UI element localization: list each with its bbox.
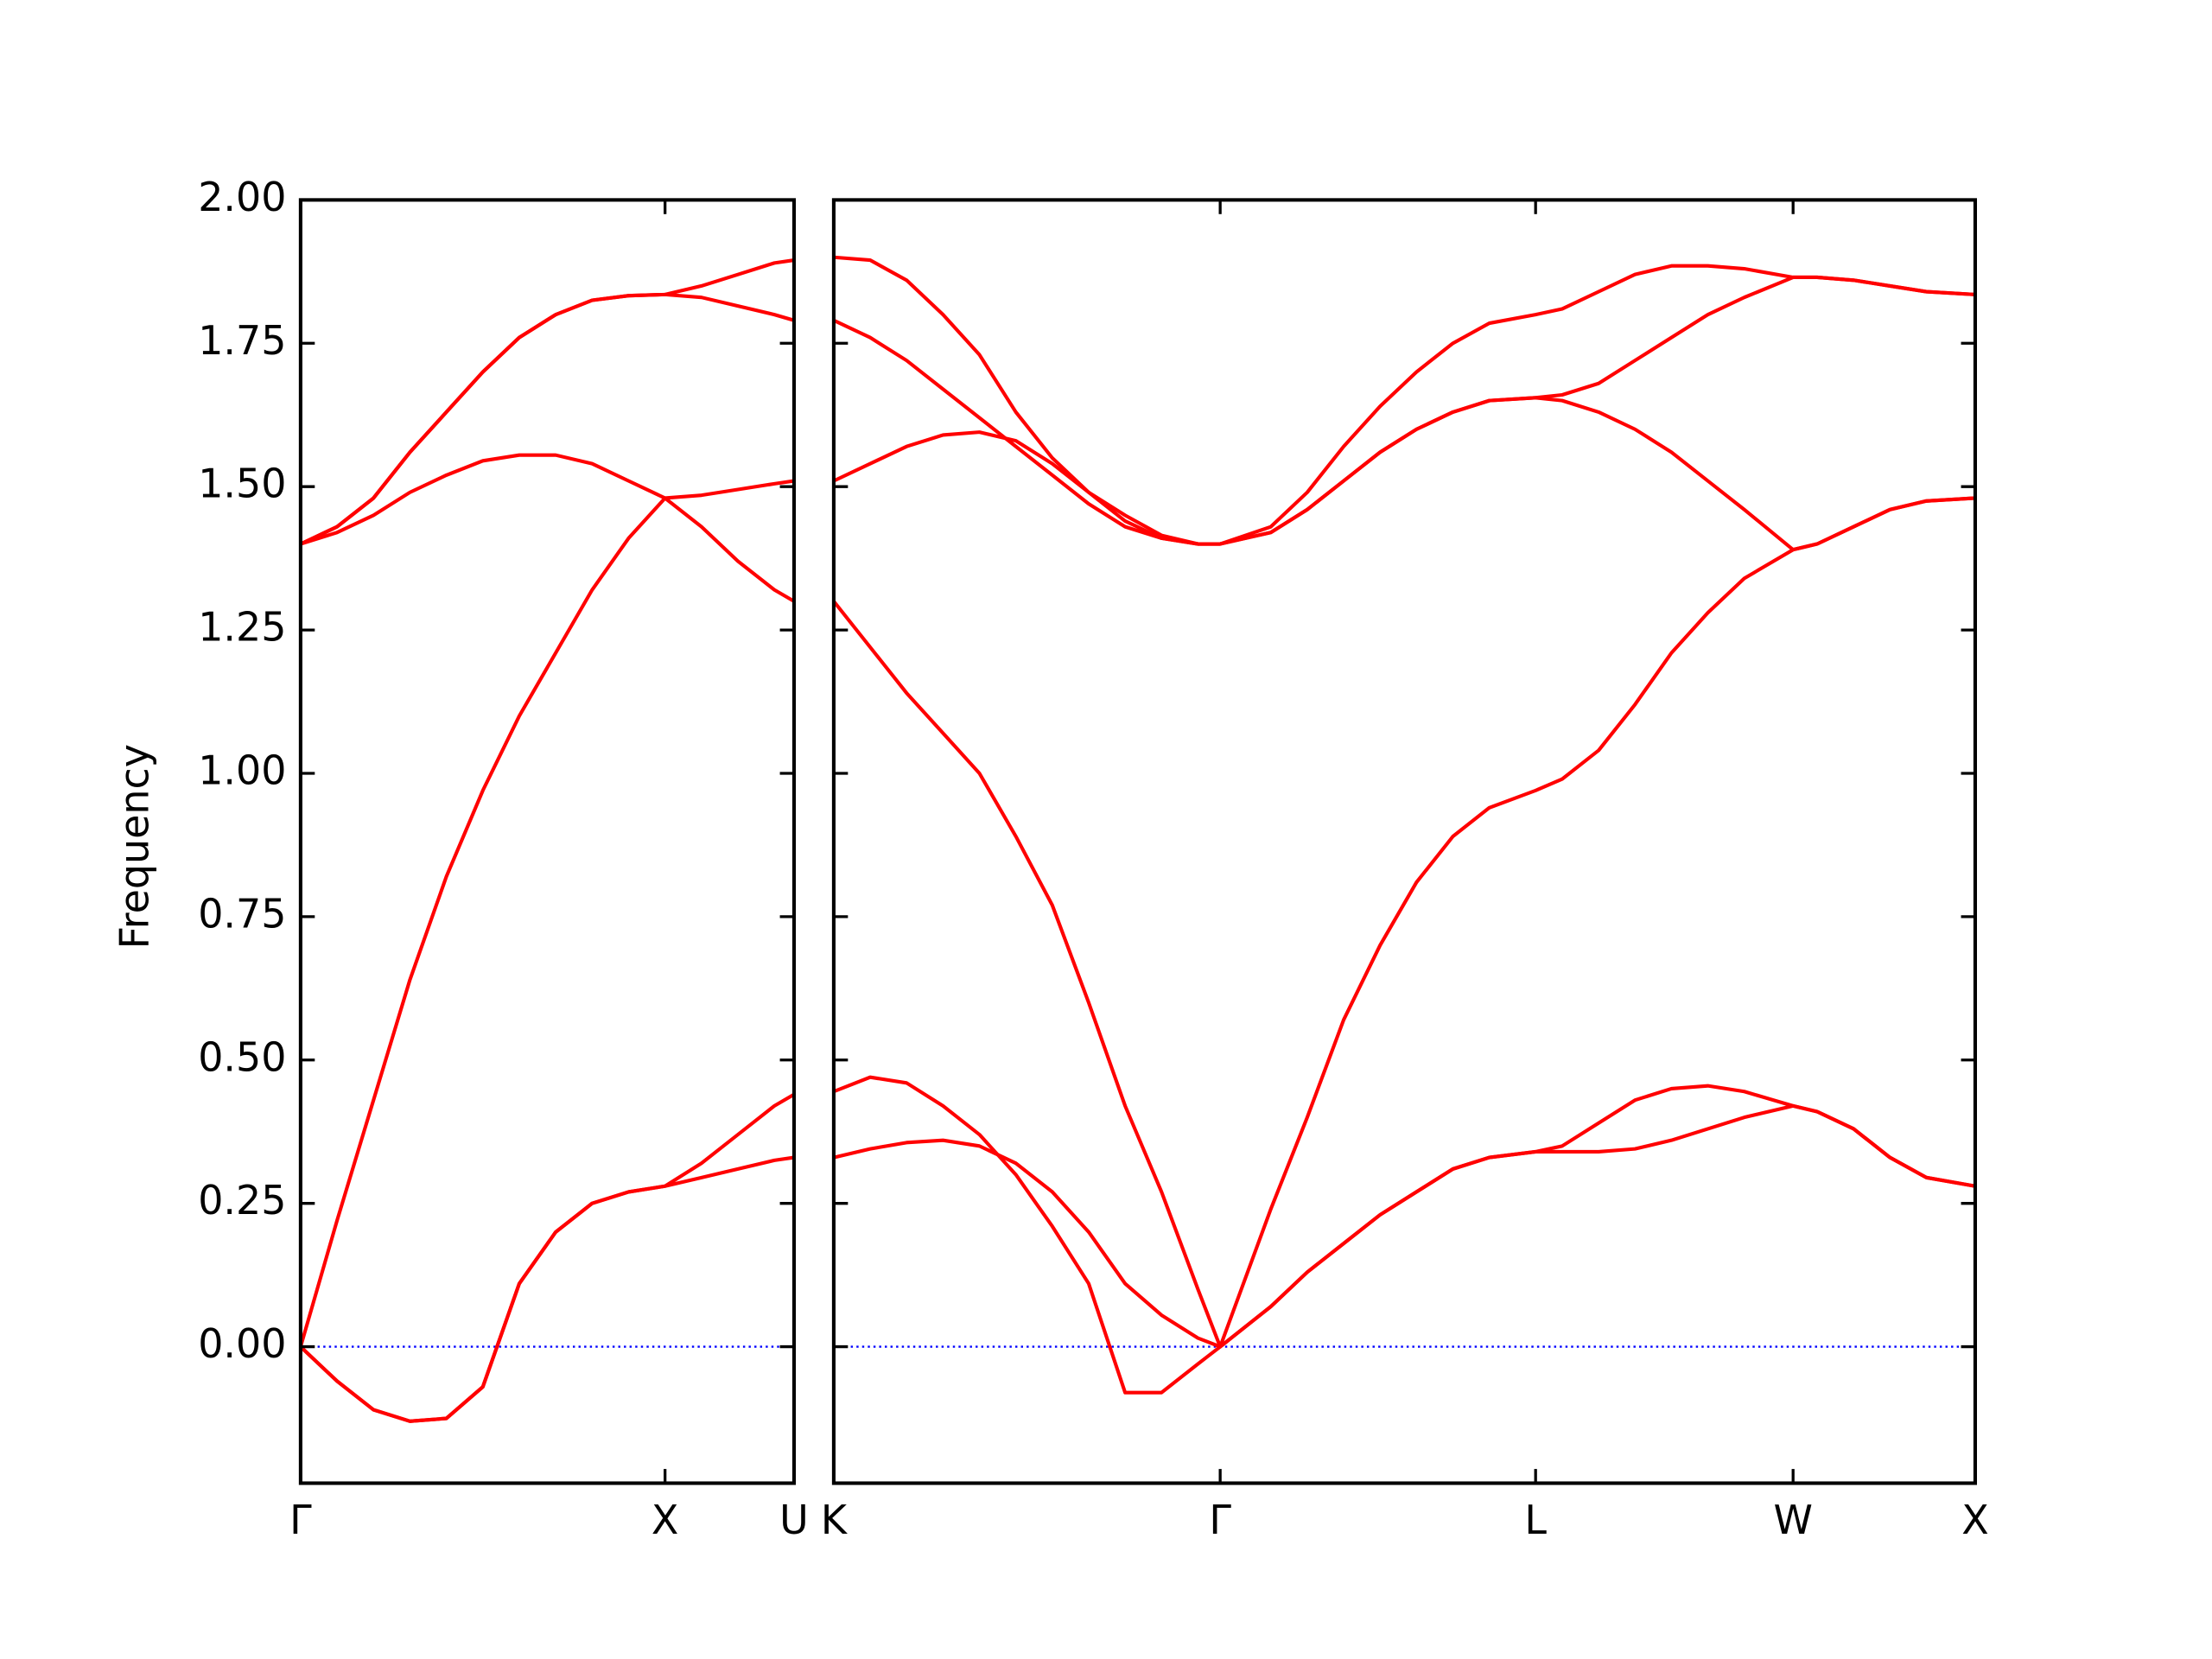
band-line — [299, 1155, 795, 1423]
band-line — [300, 258, 795, 546]
band-line — [299, 1092, 796, 1423]
y-tick-label: 1.25 — [198, 604, 286, 651]
band-line — [833, 255, 1976, 546]
y-tick-label: 0.50 — [198, 1033, 286, 1080]
x-tick-label: L — [1524, 1497, 1547, 1543]
x-tick-label: W — [1773, 1497, 1812, 1543]
y-tick-label: 1.75 — [198, 317, 286, 364]
x-tick-label: Γ — [289, 1497, 312, 1543]
plot-frame — [831, 198, 1977, 1485]
y-tick-label: 1.00 — [198, 747, 286, 793]
x-tick-label: U — [779, 1497, 809, 1543]
x-tick-label: Γ — [1209, 1497, 1231, 1543]
band-line — [833, 1103, 1976, 1349]
band-line — [298, 479, 795, 1348]
plot-frame — [298, 198, 797, 1485]
band-line — [833, 275, 1976, 546]
y-tick-label: 0.25 — [198, 1177, 286, 1224]
band-line — [832, 496, 1976, 1349]
band-line — [300, 453, 796, 603]
y-tick-label: 2.00 — [198, 174, 286, 220]
x-tick-label: X — [1961, 1497, 1988, 1543]
y-tick-label: 0.75 — [198, 890, 286, 937]
y-tick-label: 0.00 — [198, 1320, 286, 1367]
y-tick-label: 1.50 — [198, 461, 286, 507]
y-axis-label: Frequency — [111, 744, 158, 949]
band-line — [833, 1075, 1976, 1395]
band-line — [300, 292, 795, 546]
x-tick-label: K — [821, 1497, 849, 1543]
band-line — [833, 396, 1976, 552]
x-tick-label: X — [652, 1497, 678, 1543]
